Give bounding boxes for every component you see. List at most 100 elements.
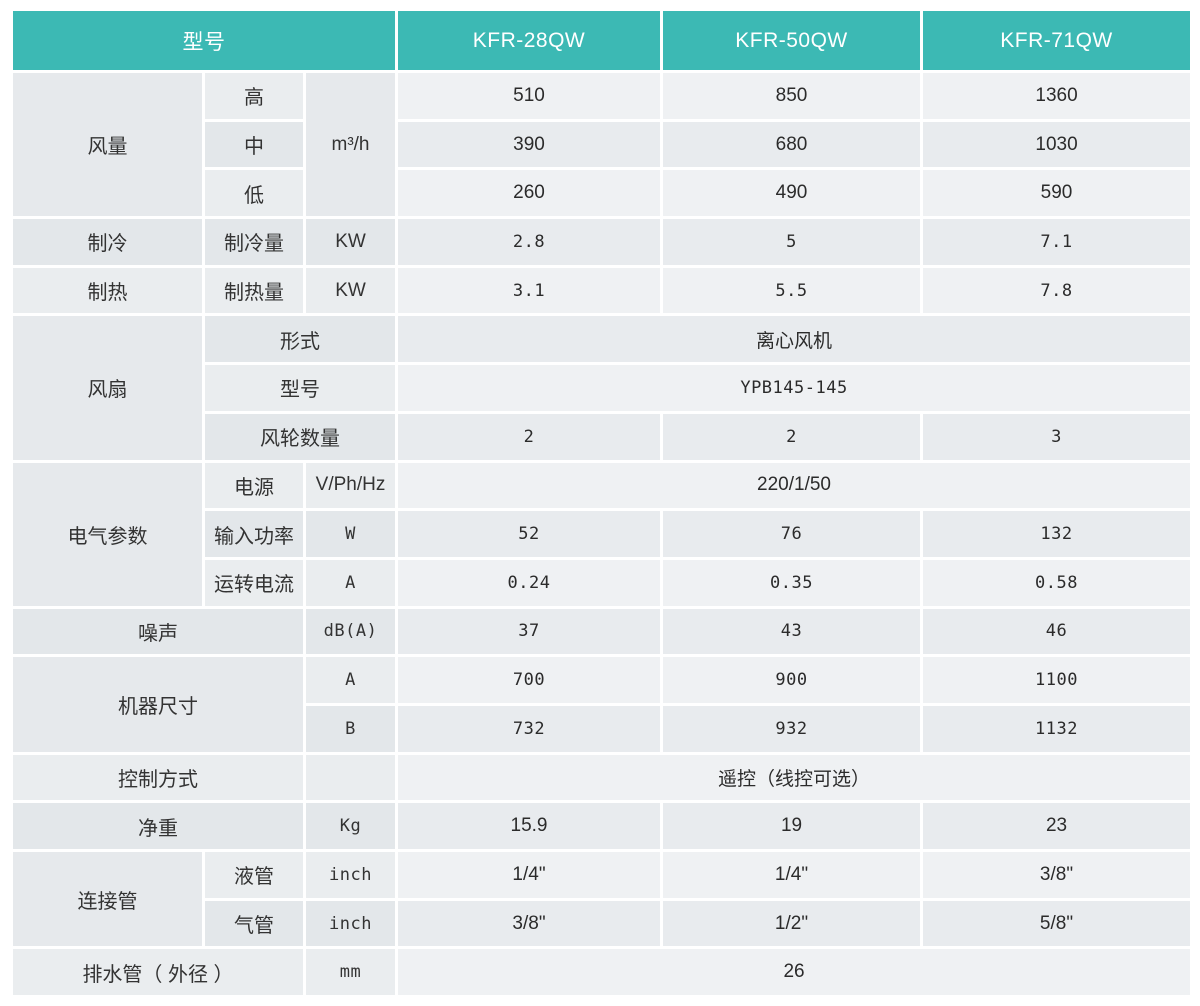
value-cell: 7.8 (920, 264, 1194, 317)
table-row: 风扇 形式 离心风机 (10, 313, 1194, 463)
value-cell: 43 (660, 605, 924, 658)
value-cell: 1132 (920, 702, 1194, 755)
value-cell: 0.24 (395, 556, 664, 609)
unit-cell: B (302, 702, 399, 755)
unit-cell: KW (302, 264, 399, 317)
table-row: 制热 制热量 KW 3.1 5.5 7.8 (10, 264, 1194, 317)
row-sublabel: 低 (202, 167, 306, 220)
value-cell: YPB145-145 (395, 362, 1194, 414)
unit-cell: inch (302, 897, 399, 950)
row-sublabel: 输入功率 (202, 508, 306, 560)
value-cell: 3/8" (395, 897, 664, 950)
value-cell: 52 (395, 508, 664, 560)
unit-cell: m³/h (302, 69, 399, 220)
unit-cell: inch (302, 849, 399, 901)
model-column-header: KFR-50QW (660, 8, 924, 73)
value-cell: 390 (395, 118, 664, 171)
unit-cell: W (302, 508, 399, 560)
value-cell: 76 (660, 508, 924, 560)
row-sublabel: 运转电流 (202, 556, 306, 609)
value-cell: 46 (920, 605, 1194, 658)
value-cell: 1360 (920, 70, 1194, 122)
row-sublabel: 气管 (202, 897, 306, 950)
header-row: 型号 KFR-28QW KFR-50QW KFR-71QW (9, 8, 1194, 73)
value-cell: 1030 (920, 118, 1194, 171)
value-cell: 900 (660, 654, 924, 706)
value-cell: 132 (920, 508, 1194, 560)
value-cell: 510 (395, 70, 664, 122)
value-cell: 离心风机 (395, 313, 1194, 366)
unit-cell: dB(A) (302, 605, 399, 658)
row-sublabel: 形式 (201, 313, 399, 366)
value-cell: 2 (395, 410, 664, 463)
value-cell: 3/8" (920, 849, 1194, 901)
value-cell: 19 (660, 800, 924, 852)
row-sublabel: 高 (202, 70, 306, 122)
value-cell: 1/2" (660, 897, 924, 950)
value-cell: 260 (395, 167, 664, 220)
row-sublabel: 制热量 (202, 264, 306, 317)
unit-cell: V/Ph/Hz (302, 459, 399, 512)
value-cell: 3 (920, 410, 1194, 463)
table-row: 净重 Kg 15.9 19 23 (10, 800, 1194, 852)
row-sublabel: 电源 (202, 459, 306, 512)
value-cell: 5/8" (920, 897, 1194, 950)
value-cell: 220/1/50 (395, 459, 1194, 512)
value-cell: 0.58 (920, 556, 1194, 609)
table-row: B 732 932 1132 (12, 702, 1194, 755)
value-cell: 680 (660, 118, 924, 171)
unit-cell: KW (302, 216, 399, 268)
table-row: 连接管 液管 inch 1/4" 1/4" 3/8" (10, 848, 1194, 950)
value-cell: 5 (660, 216, 924, 268)
row-label: 排水管（ 外径 ） (10, 946, 306, 999)
spec-table: 型号 KFR-28QW KFR-50QW KFR-71QW 风量高 m³/h 510… (9, 8, 1194, 999)
value-cell: 23 (920, 800, 1194, 852)
row-label: 电气参数 (10, 459, 205, 609)
row-sublabel: 液管 (202, 849, 306, 901)
row-label: 制热 (10, 264, 205, 317)
value-cell: 0.35 (660, 556, 924, 609)
unit-cell (302, 751, 399, 804)
value-cell: 850 (660, 70, 924, 122)
row-label: 制冷 (10, 216, 205, 268)
model-column-header: KFR-71QW (920, 8, 1194, 73)
table-row: 风量高 m³/h 510 850 1360 (10, 69, 1194, 220)
row-label: 风量 (10, 69, 205, 220)
value-cell: 7.1 (920, 216, 1194, 268)
unit-cell: A (302, 556, 399, 609)
value-cell: 932 (660, 702, 924, 755)
value-cell: 2.8 (395, 216, 664, 268)
table-row: 风轮数量 2 2 3 (12, 410, 1194, 463)
row-label: 机器尺寸 (10, 654, 306, 755)
value-cell: 2 (660, 410, 924, 463)
model-column-header: KFR-28QW (395, 8, 664, 73)
value-cell: 1100 (920, 654, 1194, 706)
unit-cell: A (302, 654, 399, 706)
table-row: 输入功率 W 52 76 132 (12, 508, 1194, 560)
value-cell: 15.9 (395, 800, 664, 852)
row-label: 控制方式 (10, 751, 306, 804)
value-cell: 5.5 (660, 264, 924, 317)
row-sublabel: 型号 (201, 362, 399, 414)
value-cell: 700 (395, 654, 664, 706)
table-row: 排水管（ 外径 ） mm 26 (10, 946, 1194, 999)
value-cell: 590 (920, 167, 1194, 220)
row-sublabel: 制冷量 (202, 216, 306, 268)
table-row: 机器尺寸 A 700 900 1100 (10, 654, 1194, 755)
table-row: 制冷 制冷量 KW 2.8 5 7.1 (10, 216, 1194, 268)
unit-cell: mm (302, 946, 399, 999)
table-row: 控制方式 遥控（线控可选） (10, 751, 1194, 804)
models-header-label: 型号 (9, 8, 399, 73)
row-label: 噪声 (10, 605, 306, 658)
value-cell: 37 (395, 605, 664, 658)
row-label: 连接管 (10, 848, 205, 950)
value-cell: 1/4" (395, 849, 664, 901)
value-cell: 732 (395, 702, 664, 755)
row-sublabel: 中 (202, 118, 306, 171)
unit-cell: Kg (302, 800, 399, 852)
table-row: 电气参数 电源 V/Ph/Hz 220/1/50 (10, 459, 1194, 609)
table-row: 运转电流 A 0.24 0.35 0.58 (12, 556, 1194, 609)
value-cell: 遥控（线控可选） (395, 751, 1194, 804)
table-row: 中 390 680 1030 (12, 118, 1194, 171)
